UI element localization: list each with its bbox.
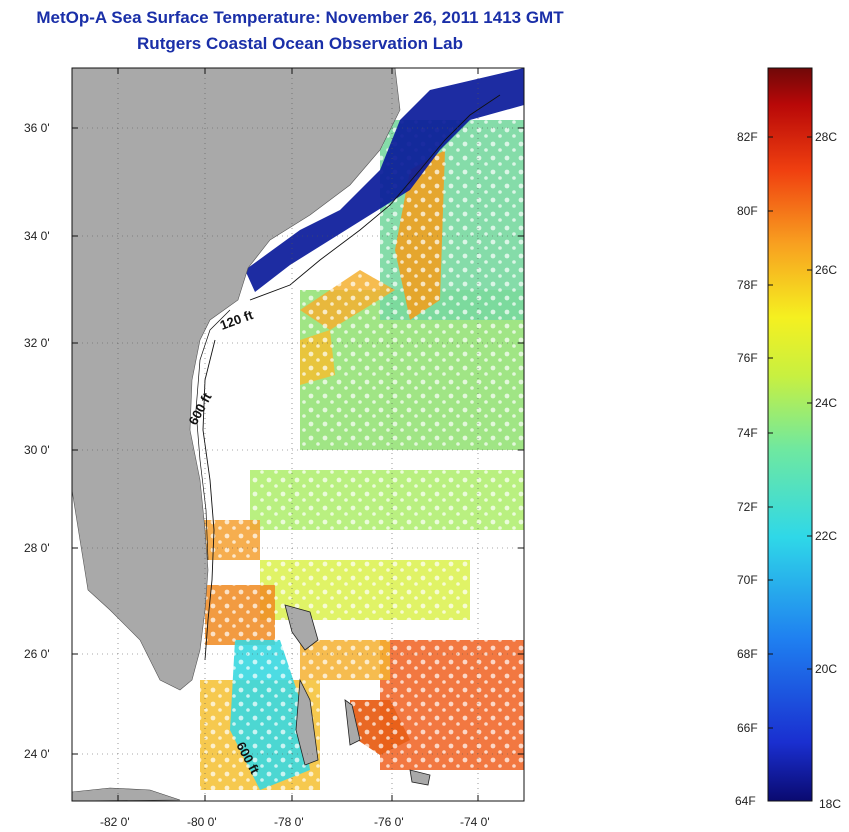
map-panel: 120 ft 600 ft 600 ft — [72, 68, 524, 801]
cb-c-26: 26C — [815, 263, 837, 277]
cb-c-18: 18C — [819, 797, 841, 811]
depth-contour-600ft — [202, 339, 216, 661]
cb-c-24: 24C — [815, 396, 837, 410]
lon-label-74: -74 0' — [460, 815, 490, 829]
lat-label-24: 24 0' — [24, 747, 50, 761]
depth-contour-120ft — [249, 94, 501, 301]
cb-f-78: 78F — [737, 278, 758, 292]
map-grid — [72, 68, 524, 801]
cb-f-72: 72F — [737, 500, 758, 514]
land-cuba — [72, 787, 181, 801]
cb-f-70: 70F — [737, 573, 758, 587]
cb-f-80: 80F — [737, 204, 758, 218]
cb-c-22: 22C — [815, 529, 837, 543]
depth-contour-shelf — [195, 309, 231, 561]
temperature-colorbar: 82F 80F 78F 76F 74F 72F 70F 68F 66F 64F … — [735, 67, 841, 811]
lat-label-28: 28 0' — [24, 541, 50, 555]
lat-label-30: 30 0' — [24, 443, 50, 457]
cold-shelf-water — [245, 68, 524, 292]
map-ticks — [72, 68, 524, 801]
cb-f-74: 74F — [737, 426, 758, 440]
colorbar-ticks — [768, 136, 812, 729]
cb-f-76: 76F — [737, 351, 758, 365]
land-southeast-us — [72, 68, 401, 691]
map-subtitle: Rutgers Coastal Ocean Observation Lab — [137, 34, 463, 53]
lat-label-32: 32 0' — [24, 336, 50, 350]
lon-label-78: -78 0' — [274, 815, 304, 829]
cb-c-28: 28C — [815, 130, 837, 144]
lat-label-36: 36 0' — [24, 121, 50, 135]
lat-label-34: 34 0' — [24, 229, 50, 243]
cb-f-66: 66F — [737, 721, 758, 735]
colorbar-gradient — [767, 67, 813, 802]
cb-f-64: 64F — [735, 794, 756, 808]
cb-f-68: 68F — [737, 647, 758, 661]
land-bahamas — [284, 604, 431, 786]
lon-label-76: -76 0' — [374, 815, 404, 829]
lat-label-26: 26 0' — [24, 647, 50, 661]
cb-f-82: 82F — [737, 130, 758, 144]
cb-c-20: 20C — [815, 662, 837, 676]
map-title: MetOp-A Sea Surface Temperature: Novembe… — [36, 8, 564, 27]
map-frame — [71, 67, 525, 802]
lon-label-80: -80 0' — [187, 815, 217, 829]
lon-label-82: -82 0' — [100, 815, 130, 829]
